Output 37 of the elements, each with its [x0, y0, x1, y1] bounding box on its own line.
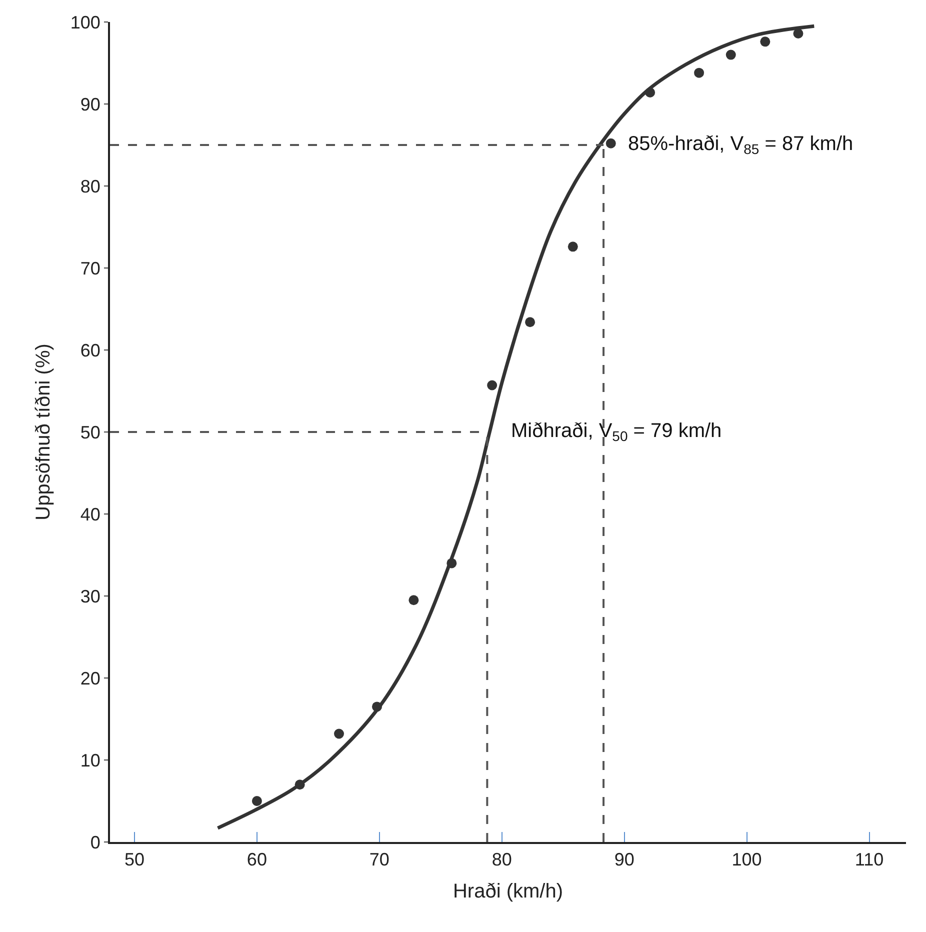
- point: [252, 796, 262, 806]
- point: [372, 702, 382, 712]
- annotation: 85%-hraði, V$_{85}$ = 87 km/h: [628, 133, 854, 158]
- point: [487, 380, 498, 390]
- y-tick-label: 80: [80, 176, 100, 196]
- point: [645, 88, 656, 98]
- y-tick-label: 30: [80, 586, 100, 606]
- x-axis-title: Hraði (km/h): [452, 880, 564, 903]
- y-tick-label: 70: [80, 258, 100, 278]
- point: [694, 68, 704, 78]
- y-tick-label: 100: [70, 12, 100, 32]
- point: [793, 28, 804, 38]
- point: [525, 317, 536, 328]
- point: [408, 595, 419, 606]
- x-tick-label: 80: [492, 850, 512, 870]
- point: [606, 138, 616, 148]
- y-tick-label: 10: [80, 750, 100, 770]
- x-tick-label: 50: [124, 850, 145, 870]
- y-tick-label: 0: [90, 832, 100, 852]
- point: [760, 36, 770, 47]
- point: [568, 242, 578, 252]
- annotation: Miðhraði, V$_{50}$ = 79 km/h: [511, 420, 722, 444]
- point: [446, 558, 457, 568]
- point: [726, 50, 736, 60]
- y-tick-label: 90: [80, 94, 100, 114]
- x-tick-label: 60: [246, 850, 267, 870]
- x-tick-label: 110: [854, 850, 884, 870]
- x-tick-label: 90: [614, 850, 634, 870]
- y-tick-label: 50: [80, 422, 100, 442]
- x-tick-label: 70: [369, 850, 390, 870]
- x-tick-label: 100: [732, 850, 762, 870]
- y-tick-label: 20: [80, 668, 100, 688]
- y-tick-label: 60: [80, 340, 100, 360]
- y-axis-title: Uppsöfnuð tíðni (%): [32, 344, 54, 520]
- point: [334, 728, 344, 739]
- y-tick-label: 40: [80, 504, 100, 524]
- point: [294, 780, 305, 790]
